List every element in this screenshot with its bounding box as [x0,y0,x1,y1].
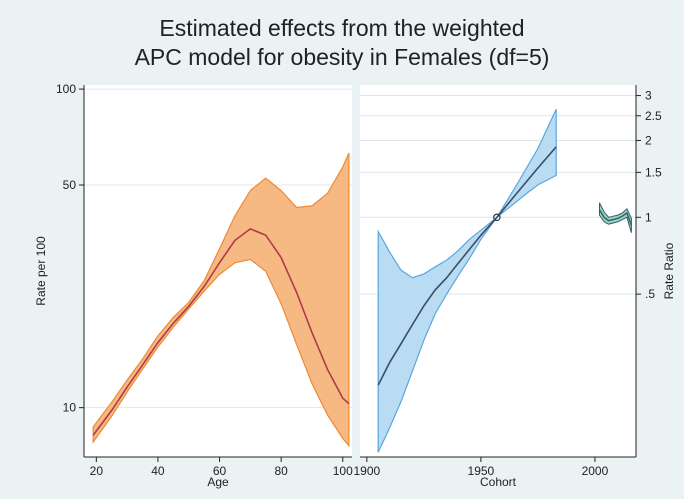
age-confidence-band [92,152,350,448]
age-x-tick-label: 60 [213,464,227,478]
age-x-tick-label: 20 [90,464,104,478]
age-x-axis-label: Age [207,475,229,489]
cohort-fit-line [377,146,557,386]
age-x-tick-label: 40 [151,464,165,478]
cohort-x-tick-label: 1950 [468,464,495,478]
cohort-x-tick-label: 1900 [353,464,380,478]
age-y-tick-label: 100 [56,82,76,96]
period-confidence-band [599,202,632,233]
period-fit-line [598,209,633,226]
cohort-y-tick-label: 2 [645,133,652,147]
cohort-x-tick-label: 2000 [582,464,609,478]
age-y-tick-label: 10 [63,401,77,415]
age-y-tick-label: 50 [63,178,77,192]
cohort-y-tick-label: 1 [645,210,652,224]
age-x-tick-label: 100 [333,464,353,478]
cohort-panel-background [360,85,636,457]
chart-title: Estimated effects from the weighted [159,15,524,41]
cohort-y-tick-label: .5 [645,287,655,301]
cohort-y-tick-label: 2.5 [645,109,662,123]
cohort-x-axis-label: Cohort [480,475,517,489]
cohort-confidence-band [377,109,557,453]
age-y-axis-label: Rate per 100 [34,236,48,306]
chart-subtitle: APC model for obesity in Females (df=5) [135,44,550,70]
age-x-tick-label: 80 [274,464,288,478]
cohort-y-axis-label: Rate Ratio [662,242,676,299]
age-fit-line [92,227,350,436]
cohort-reference-point [493,213,501,222]
cohort-y-tick-label: 3 [645,89,652,103]
cohort-y-tick-label: 1.5 [645,165,662,179]
